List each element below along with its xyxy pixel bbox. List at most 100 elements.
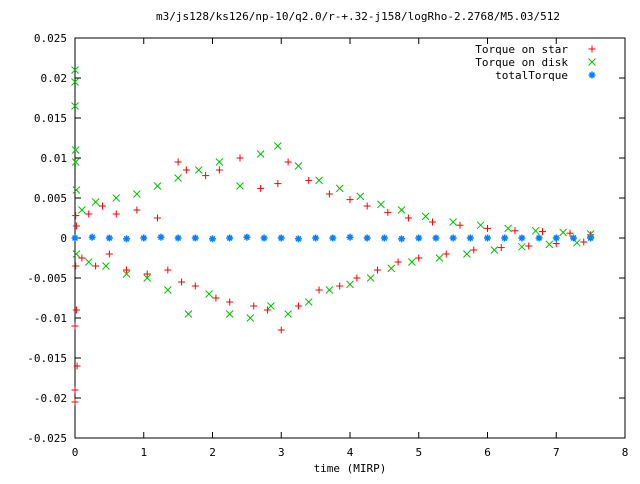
- data-point: [346, 233, 354, 241]
- data-point: [164, 266, 172, 274]
- data-point: [78, 206, 86, 214]
- data-point: [456, 221, 464, 229]
- data-point: [133, 206, 141, 214]
- data-point: [545, 240, 554, 249]
- data-point: [174, 234, 182, 242]
- data-point: [153, 182, 162, 190]
- data-point: [71, 398, 79, 406]
- data-point: [325, 190, 333, 198]
- x-tick-label: 2: [209, 446, 216, 459]
- data-point: [105, 250, 113, 258]
- x-tick-label: 1: [140, 446, 147, 459]
- data-point: [72, 222, 80, 230]
- series-cross: [71, 66, 595, 322]
- y-tick-label: -0.01: [34, 312, 67, 325]
- data-point: [257, 184, 265, 192]
- data-point: [573, 238, 581, 247]
- data-point: [209, 235, 216, 243]
- data-point: [215, 158, 224, 166]
- data-point: [246, 314, 255, 322]
- data-point: [476, 221, 485, 230]
- x-tick-label: 0: [72, 446, 79, 459]
- x-tick-label: 7: [553, 446, 560, 459]
- legend-marker: [588, 71, 596, 79]
- data-point: [449, 234, 457, 242]
- data-point: [363, 234, 371, 242]
- data-point: [163, 286, 172, 294]
- data-point: [429, 218, 436, 226]
- y-tick-label: -0.015: [27, 352, 67, 365]
- data-point: [580, 238, 588, 246]
- data-point: [226, 234, 234, 242]
- data-point: [73, 362, 81, 370]
- data-point: [102, 262, 110, 270]
- data-point: [346, 280, 354, 289]
- data-point: [277, 234, 285, 242]
- data-point: [71, 234, 79, 242]
- x-tick-label: 8: [622, 446, 629, 459]
- data-point: [463, 250, 471, 258]
- data-point: [191, 234, 199, 242]
- data-point: [284, 158, 292, 166]
- data-point: [304, 298, 313, 306]
- data-point: [194, 166, 203, 174]
- data-point: [105, 234, 113, 242]
- y-tick-label: 0.01: [41, 152, 68, 165]
- data-point: [312, 234, 320, 242]
- data-point: [569, 234, 577, 242]
- data-point: [377, 200, 385, 209]
- data-point: [72, 262, 80, 270]
- data-point: [397, 206, 406, 214]
- data-point: [99, 202, 106, 210]
- data-point: [366, 274, 375, 282]
- y-tick-label: 0.015: [34, 112, 67, 125]
- y-tick-label: -0.02: [34, 392, 67, 405]
- y-tick-label: 0: [60, 232, 67, 245]
- data-point: [250, 302, 258, 310]
- data-point: [294, 302, 302, 310]
- data-point: [72, 250, 81, 258]
- data-point: [72, 306, 80, 314]
- series-layer: [71, 66, 595, 406]
- data-point: [490, 246, 499, 254]
- data-point: [71, 78, 79, 86]
- y-axis: -0.025 -0.02 -0.015 -0.01 -0.005 0 0.005 0.01 0.…: [27, 32, 625, 445]
- y-tick-label: 0.025: [34, 32, 67, 45]
- data-point: [71, 66, 79, 74]
- chart-title: m3/js128/ks126/np-10/q2.0/r-+.32-j158/lo…: [156, 10, 560, 23]
- data-point: [449, 218, 457, 226]
- data-point: [174, 158, 182, 166]
- data-point: [335, 184, 344, 193]
- data-point: [72, 186, 81, 194]
- data-point: [435, 254, 444, 262]
- data-point: [531, 226, 540, 235]
- data-point: [539, 228, 546, 236]
- data-point: [442, 250, 450, 258]
- x-tick-label: 4: [347, 446, 354, 459]
- data-point: [112, 210, 120, 218]
- data-point: [305, 176, 313, 184]
- data-point: [226, 298, 234, 306]
- data-point: [260, 234, 268, 242]
- data-point: [346, 196, 354, 204]
- data-point: [466, 234, 474, 242]
- legend-marker: [588, 45, 596, 53]
- data-point: [174, 174, 182, 182]
- y-tick-label: -0.005: [27, 272, 67, 285]
- data-point: [256, 150, 265, 158]
- data-point: [133, 190, 141, 198]
- data-point: [274, 180, 282, 188]
- data-point: [294, 162, 303, 170]
- data-point: [356, 192, 365, 201]
- data-point: [78, 254, 86, 262]
- data-point: [264, 306, 271, 314]
- data-point: [143, 270, 151, 278]
- data-point: [71, 102, 79, 110]
- legend-label: totalTorque: [495, 69, 568, 82]
- x-tick-label: 3: [278, 446, 285, 459]
- data-point: [243, 233, 251, 241]
- data-point: [277, 326, 285, 334]
